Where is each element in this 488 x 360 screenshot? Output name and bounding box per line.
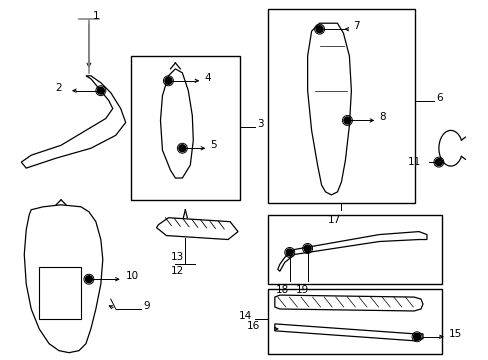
Circle shape bbox=[315, 26, 323, 33]
Text: 18: 18 bbox=[276, 285, 289, 295]
Text: 17: 17 bbox=[327, 215, 341, 225]
Text: 14: 14 bbox=[238, 311, 251, 321]
Text: 11: 11 bbox=[407, 157, 420, 167]
Text: 13: 13 bbox=[170, 252, 183, 262]
Circle shape bbox=[164, 77, 172, 84]
Text: 9: 9 bbox=[143, 301, 150, 311]
Circle shape bbox=[343, 117, 350, 124]
Circle shape bbox=[97, 87, 104, 94]
Bar bbox=[267, 9, 414, 203]
Circle shape bbox=[179, 145, 185, 152]
Bar bbox=[130, 56, 240, 200]
Text: 1: 1 bbox=[93, 11, 99, 21]
Bar bbox=[267, 215, 441, 284]
Text: 19: 19 bbox=[295, 285, 309, 295]
Text: 4: 4 bbox=[204, 73, 210, 83]
Circle shape bbox=[85, 276, 92, 283]
Circle shape bbox=[434, 159, 442, 166]
Text: 2: 2 bbox=[55, 83, 61, 93]
Text: 15: 15 bbox=[448, 329, 461, 339]
Text: 3: 3 bbox=[256, 120, 263, 130]
Text: 10: 10 bbox=[125, 271, 139, 281]
Circle shape bbox=[285, 249, 293, 256]
Text: 12: 12 bbox=[170, 266, 183, 276]
Bar bbox=[39, 267, 81, 319]
Circle shape bbox=[304, 245, 310, 252]
Text: 5: 5 bbox=[210, 140, 216, 150]
Text: 6: 6 bbox=[435, 93, 442, 103]
Text: 16: 16 bbox=[246, 321, 260, 331]
Bar bbox=[267, 289, 441, 354]
Circle shape bbox=[413, 333, 420, 340]
Text: 7: 7 bbox=[353, 21, 359, 31]
Text: 8: 8 bbox=[379, 112, 385, 122]
